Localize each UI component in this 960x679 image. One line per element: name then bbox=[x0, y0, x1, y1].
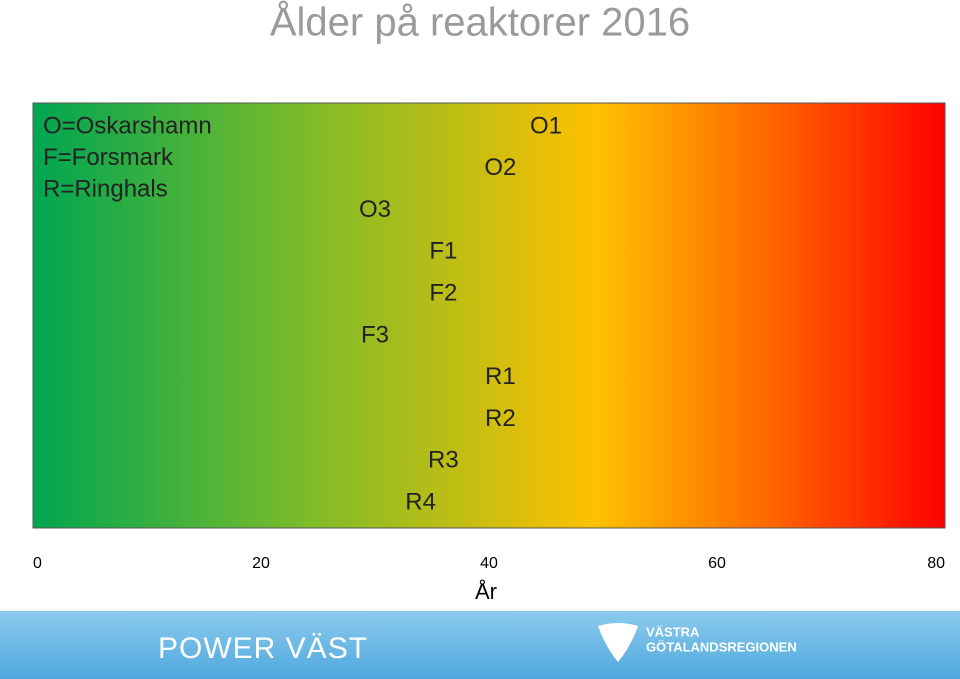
x-axis-label: År bbox=[475, 579, 497, 604]
footer-brand: POWER VÄST bbox=[158, 632, 368, 665]
region-logo bbox=[598, 623, 638, 662]
reactor-label: F2 bbox=[429, 280, 457, 307]
footer-region-1: VÄSTRA bbox=[646, 624, 700, 639]
reactor-label: F3 bbox=[361, 321, 389, 348]
plot-area bbox=[32, 102, 946, 529]
title: Ålder på reaktorer 2016 bbox=[270, 0, 690, 45]
x-tick-label: 40 bbox=[480, 555, 498, 572]
footer-band bbox=[0, 611, 960, 679]
legend-note: O=Oskarshamn bbox=[43, 112, 212, 139]
reactor-label: O2 bbox=[484, 154, 516, 181]
x-tick-label: 20 bbox=[252, 555, 270, 572]
footer-region-2: GÖTALANDSREGIONEN bbox=[646, 639, 797, 654]
reactor-label: O3 bbox=[359, 196, 391, 223]
x-tick-label: 0 bbox=[33, 555, 42, 572]
reactor-label: R1 bbox=[485, 363, 516, 390]
reactor-label: O1 bbox=[530, 112, 562, 139]
legend-note: F=Forsmark bbox=[43, 144, 174, 171]
reactor-label: R2 bbox=[485, 405, 516, 432]
reactor-label: R3 bbox=[428, 447, 459, 474]
legend-note: R=Ringhals bbox=[43, 175, 168, 202]
reactor-label: R4 bbox=[405, 489, 436, 516]
x-tick-label: 60 bbox=[708, 555, 726, 572]
x-tick-label: 80 bbox=[927, 555, 945, 572]
reactor-label: F1 bbox=[429, 238, 457, 265]
